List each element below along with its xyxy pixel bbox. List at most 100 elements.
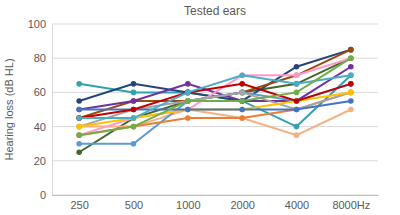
series-marker <box>76 132 82 138</box>
x-axis: 250 500 1000 2000 4000 8000Hz <box>53 195 379 211</box>
series <box>76 55 353 138</box>
y-axis: 0 20 40 60 80 100 <box>28 18 53 201</box>
x-tick-label: 250 <box>70 199 88 211</box>
series-marker <box>131 107 137 113</box>
series-marker <box>76 124 82 130</box>
y-tick-label: 80 <box>34 52 46 64</box>
series-marker <box>76 149 82 155</box>
series-marker <box>185 90 191 96</box>
series-line <box>79 58 351 135</box>
y-tick-label: 100 <box>28 18 46 30</box>
y-tick-label: 20 <box>34 155 46 167</box>
series-marker <box>76 132 82 138</box>
series-marker <box>239 115 245 121</box>
series-marker <box>294 132 300 138</box>
series-marker <box>131 90 137 96</box>
series-marker <box>294 124 300 130</box>
series-marker <box>239 98 245 104</box>
series-marker <box>294 98 300 104</box>
series-marker <box>185 107 191 113</box>
series-marker <box>185 107 191 113</box>
y-tick: 40 <box>34 121 52 133</box>
x-tick-label: 8000Hz <box>332 199 370 211</box>
grid-line <box>52 160 378 161</box>
series-marker <box>185 98 191 104</box>
y-tick: 20 <box>34 155 52 167</box>
y-tick: 100 <box>28 18 52 30</box>
y-axis-line <box>52 25 53 196</box>
series-line <box>79 101 351 110</box>
series-line <box>79 58 351 135</box>
series-marker <box>131 98 137 104</box>
x-tick: 8000Hz <box>332 195 370 211</box>
grid <box>52 24 378 195</box>
series-marker <box>348 64 354 70</box>
series-marker <box>294 90 300 96</box>
series-marker <box>185 107 191 113</box>
series-marker <box>348 107 354 113</box>
grid-line <box>52 195 378 196</box>
series-marker <box>348 81 354 87</box>
series-marker <box>131 124 137 130</box>
series-marker <box>131 107 137 113</box>
x-tick: 2000 <box>230 195 254 211</box>
series-marker <box>239 107 245 113</box>
series-marker <box>348 47 354 53</box>
series-marker <box>185 90 191 96</box>
chart: 0 20 40 60 80 100 250 500 1000 2000 4000 8000Hz Test… <box>0 0 400 215</box>
series-marker <box>294 98 300 104</box>
series-marker <box>131 115 137 121</box>
y-axis-title: Hearing loss (dB HL) <box>3 58 15 160</box>
series-marker <box>239 73 245 79</box>
x-tick: 1000 <box>176 195 200 211</box>
series-marker <box>131 141 137 147</box>
series-marker <box>76 132 82 138</box>
y-tick: 80 <box>34 52 52 64</box>
series-marker <box>185 90 191 96</box>
series-marker <box>76 98 82 104</box>
series-marker <box>185 98 191 104</box>
series-marker <box>185 81 191 87</box>
series-marker <box>348 90 354 96</box>
series-marker <box>76 115 82 121</box>
series-marker <box>185 90 191 96</box>
series-marker <box>348 90 354 96</box>
title: Tested ears <box>184 4 246 18</box>
series-marker <box>131 98 137 104</box>
series-marker <box>76 81 82 87</box>
series-marker <box>294 73 300 79</box>
series-marker <box>239 98 245 104</box>
series-marker <box>239 115 245 121</box>
series-marker <box>294 64 300 70</box>
series-marker <box>131 115 137 121</box>
series-marker <box>348 73 354 79</box>
series-marker <box>348 73 354 79</box>
series-marker <box>131 124 137 130</box>
y-tick-label: 60 <box>34 86 46 98</box>
series-marker <box>76 115 82 121</box>
series-marker <box>239 81 245 87</box>
series <box>76 47 353 121</box>
series-marker <box>131 115 137 121</box>
x-tick-label: 4000 <box>285 199 309 211</box>
series-marker <box>348 55 354 61</box>
series <box>76 73 353 121</box>
series-marker <box>348 98 354 104</box>
series-marker <box>348 90 354 96</box>
series-marker <box>185 107 191 113</box>
x-tick-label: 1000 <box>176 199 200 211</box>
y-tick-label: 0 <box>40 189 46 201</box>
x-tick-label: 500 <box>125 199 143 211</box>
grid-line <box>52 24 378 25</box>
series-marker <box>131 107 137 113</box>
grid-line <box>52 58 378 59</box>
y-tick-label: 40 <box>34 121 46 133</box>
series-marker <box>348 55 354 61</box>
series-marker <box>185 98 191 104</box>
series-marker <box>294 107 300 113</box>
series-marker <box>185 98 191 104</box>
series-marker <box>294 98 300 104</box>
series-marker <box>76 124 82 130</box>
series-marker <box>76 141 82 147</box>
series-marker <box>294 98 300 104</box>
